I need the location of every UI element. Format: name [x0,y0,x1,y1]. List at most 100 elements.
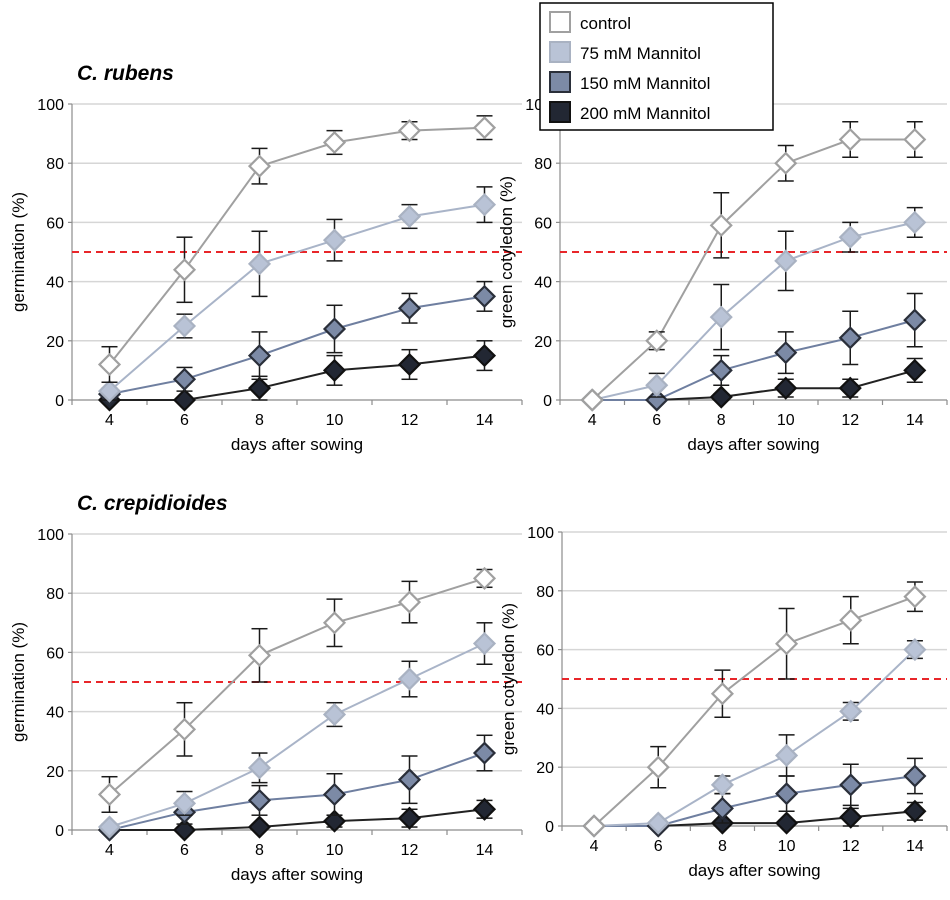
legend-item-200mm: 200 mM Mannitol [549,101,710,123]
data-point-control [838,127,862,152]
data-point-75mm [472,631,497,656]
data-point-200mm [472,797,497,821]
x-tick-label: 6 [652,412,661,429]
y-tick-label: 60 [46,645,64,662]
data-point-75mm [472,193,497,217]
y-tick-label: 60 [536,643,554,660]
data-point-150mm [903,764,927,788]
data-point-200mm [247,815,272,839]
series-line-200mm [109,354,485,401]
data-point-150mm [172,367,197,391]
x-tick-label: 4 [105,412,114,429]
y-tick-label: 0 [543,393,552,410]
x-tick-label: 8 [255,842,264,859]
data-point-control [322,611,347,635]
data-point-75mm [903,638,927,662]
x-axis-title: days after sowing [231,865,363,884]
y-tick-label: 0 [545,819,554,836]
x-tick-label: 12 [842,838,860,855]
panel-title: C. rubens [77,62,174,85]
data-point-200mm [709,385,733,409]
data-point-200mm [903,799,927,823]
data-point-control [903,127,927,152]
data-point-control [397,119,422,143]
data-point-200mm [397,352,422,377]
series-line-75mm [592,221,916,401]
data-point-150mm [774,341,798,365]
y-tick-label: 40 [536,701,554,718]
y-axis-title: green cotyledon (%) [499,603,518,755]
y-tick-label: 80 [46,156,64,173]
series-line-200mm [109,808,485,831]
x-tick-label: 12 [401,842,419,859]
y-tick-label: 80 [534,156,552,173]
x-tick-label: 8 [255,412,264,429]
data-point-150mm [472,284,497,308]
y-tick-label: 20 [46,764,64,781]
series-line-75mm [594,648,916,827]
y-tick-label: 60 [46,215,64,232]
legend-label-control: control [580,14,631,33]
data-point-control [580,388,604,412]
data-point-control [903,585,927,609]
data-point-200mm [172,388,197,412]
data-point-75mm [839,699,863,723]
data-point-control [775,632,799,656]
data-point-control [472,116,497,140]
data-point-200mm [838,376,862,400]
data-point-200mm [903,358,927,382]
y-tick-label: 80 [536,584,554,601]
x-tick-label: 12 [401,412,419,429]
data-point-75mm [247,756,272,780]
series-line-200mm [592,369,916,401]
data-point-75mm [322,703,347,727]
x-tick-label: 14 [476,842,494,859]
data-point-75mm [172,314,197,338]
series-line-150mm [109,295,485,396]
y-tick-label: 0 [55,823,64,840]
data-point-150mm [709,358,733,382]
y-tick-label: 100 [37,527,64,544]
data-point-200mm [775,811,799,835]
data-point-150mm [247,344,272,368]
y-axis-title: green cotyledon (%) [497,176,516,328]
y-tick-label: 20 [534,334,552,351]
x-tick-label: 6 [654,838,663,855]
data-point-75mm [709,305,733,329]
series-line-150mm [109,752,485,831]
x-tick-label: 6 [180,412,189,429]
x-tick-label: 8 [717,412,726,429]
y-tick-label: 20 [46,334,64,351]
y-tick-label: 80 [46,586,64,603]
series-line-75mm [109,642,485,828]
y-tick-label: 40 [534,275,552,292]
chart-crepidioides-green-cotyledon: 0 20 40 60 80 100 4 6 8 10 12 14 days after sowing gr… [499,525,948,880]
data-point-200mm [472,344,497,368]
data-point-75mm [97,379,122,403]
data-point-150mm [839,773,863,797]
data-point-75mm [645,373,669,397]
x-tick-label: 4 [105,842,114,859]
legend-swatch-control [549,11,571,33]
legend-item-control: control [549,11,631,33]
data-point-200mm [247,376,272,400]
data-point-control [839,608,863,632]
data-point-control [97,782,122,807]
data-point-control [397,590,422,614]
data-point-control [247,643,272,667]
data-point-150mm [322,317,347,341]
data-point-200mm [322,809,347,833]
x-axis-title: days after sowing [688,861,820,880]
data-point-control [582,814,606,838]
y-tick-label: 40 [46,705,64,722]
y-tick-label: 0 [55,393,64,410]
chart-crepidioides-germination: 0 20 40 60 80 100 4 6 8 10 12 14 days after sowing ge… [9,492,523,884]
data-point-control [172,717,197,741]
legend-swatch-75mm [549,41,571,63]
data-point-150mm [247,788,272,812]
data-point-control [646,755,670,779]
data-point-75mm [903,210,927,234]
y-axis-title: germination (%) [9,192,28,312]
x-tick-label: 8 [718,838,727,855]
